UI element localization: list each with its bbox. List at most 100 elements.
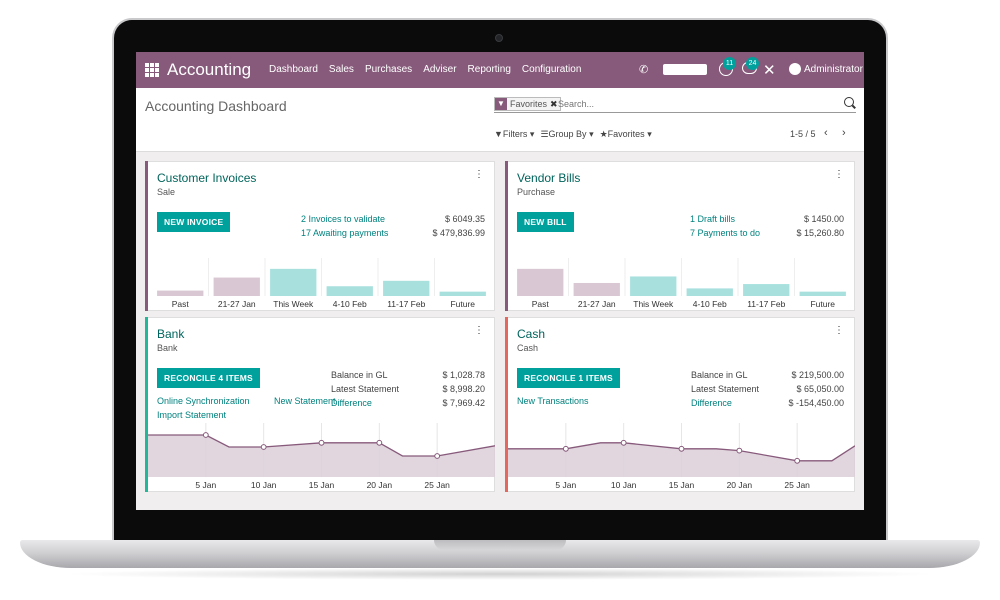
app-brand[interactable]: Accounting: [167, 60, 252, 79]
import-statement-link[interactable]: Import Statement: [157, 410, 227, 420]
user-avatar-icon[interactable]: [789, 63, 801, 75]
balance-label: Balance in GL: [331, 370, 388, 380]
kebab-menu-icon[interactable]: ⋮: [834, 325, 844, 336]
menu-sales[interactable]: Sales: [328, 64, 354, 75]
online-sync-link[interactable]: Online Synchronization: [157, 396, 250, 406]
kebab-menu-icon[interactable]: ⋮: [474, 169, 484, 180]
card-accent: [505, 161, 508, 311]
apps-grid-icon[interactable]: [145, 63, 159, 77]
menu-dashboard[interactable]: Dashboard: [269, 64, 318, 75]
chart-svg: Past 21-27 Jan This Week 4-10 Feb 11-17 Feb F…: [157, 258, 486, 309]
close-icon[interactable]: ✕: [763, 62, 776, 79]
payments-to-do-link[interactable]: 7 Payments to do: [690, 228, 761, 238]
top-navbar: Accounting Dashboard Sales Purchases Adv…: [136, 52, 864, 88]
difference-link[interactable]: Difference: [331, 398, 372, 408]
card-title[interactable]: Bank: [157, 327, 185, 341]
pager-value[interactable]: 1-5 / 5: [790, 129, 816, 139]
card-title[interactable]: Vendor Bills: [517, 171, 581, 185]
x-tick-label: 5 Jan: [195, 480, 216, 490]
activity-badge: 11: [723, 57, 736, 70]
phone-icon[interactable]: ✆: [639, 64, 649, 76]
kebab-menu-icon[interactable]: ⋮: [834, 169, 844, 180]
area-chart: 5 Jan 10 Jan 15 Jan 20 Jan 25 Jan: [508, 423, 856, 491]
x-tick-label: 4-10 Feb: [693, 299, 727, 309]
data-point: [376, 439, 383, 446]
awaiting-payments-link[interactable]: 17 Awaiting payments: [301, 228, 389, 238]
data-point: [202, 432, 209, 438]
bar-mark: [383, 280, 430, 296]
statement-amount: $ 8,998.20: [442, 384, 485, 394]
card-title[interactable]: Cash: [517, 327, 546, 341]
balance-label: Balance in GL: [691, 370, 748, 380]
amount-draft: $ 1450.00: [803, 214, 844, 224]
filter-icon: ▼: [495, 98, 507, 110]
filters-dropdown[interactable]: ▼Filters ▾: [494, 129, 535, 139]
menu-adviser[interactable]: Adviser: [423, 64, 457, 75]
data-point: [318, 439, 325, 446]
x-tick-label: 21-27 Jan: [218, 299, 256, 309]
reconcile-button[interactable]: RECONCILE 4 ITEMS: [157, 368, 260, 388]
search-box: ▼ Favorites ✖: [494, 96, 856, 113]
facet-remove-icon[interactable]: ✖: [550, 98, 558, 109]
pager-previous-icon[interactable]: ‹: [824, 127, 828, 139]
x-tick-label: 11-17 Feb: [387, 299, 425, 309]
main-menu: Dashboard Sales Purchases Adviser Report…: [269, 64, 581, 75]
amount-awaiting: $ 479,836.99: [432, 228, 485, 238]
amount-payments: $ 15,260.80: [796, 228, 844, 238]
bar-mark: [326, 286, 373, 296]
bar-mark: [157, 290, 204, 296]
draft-bills-link[interactable]: 1 Draft bills: [690, 214, 736, 224]
new-transactions-link[interactable]: New Transactions: [517, 396, 589, 406]
user-menu[interactable]: Administrator: [804, 64, 863, 75]
data-point: [736, 447, 743, 454]
laptop-shadow: [60, 568, 940, 580]
menu-reporting[interactable]: Reporting: [467, 64, 511, 75]
card-title[interactable]: Customer Invoices: [157, 171, 257, 185]
invoices-to-validate-link[interactable]: 2 Invoices to validate: [301, 214, 386, 224]
groupby-dropdown[interactable]: ☰Group By ▾: [540, 129, 594, 139]
amount-to-validate: $ 6049.35: [444, 214, 485, 224]
new-statement-link[interactable]: New Statement: [274, 396, 336, 406]
bar-chart: Past 21-27 Jan This Week 4-10 Feb 11-17 Feb F…: [508, 258, 855, 310]
bar-mark: [686, 288, 733, 296]
x-tick-label: 20 Jan: [727, 480, 753, 490]
menu-purchases[interactable]: Purchases: [364, 64, 413, 75]
new-invoice-button[interactable]: NEW INVOICE: [157, 212, 231, 232]
series-line: [148, 434, 496, 457]
new-bill-button[interactable]: NEW BILL: [517, 212, 574, 232]
chart-svg: 5 Jan 10 Jan 15 Jan 20 Jan 25 Jan: [508, 423, 856, 490]
difference-link[interactable]: Difference: [691, 398, 732, 408]
facet-label: Favorites: [510, 99, 548, 109]
star-icon: ★: [599, 129, 608, 139]
data-point: [794, 457, 801, 464]
bar-chart: Past 21-27 Jan This Week 4-10 Feb 11-17 Feb F…: [148, 258, 495, 310]
chart-svg: 5 Jan 10 Jan 15 Jan 20 Jan 25 Jan: [148, 423, 496, 490]
x-tick-label: 25 Jan: [784, 480, 810, 490]
bar-mark: [630, 276, 677, 296]
kebab-menu-icon[interactable]: ⋮: [474, 325, 484, 336]
data-point: [678, 445, 685, 452]
menu-configuration[interactable]: Configuration: [521, 64, 582, 75]
bar-mark: [439, 291, 486, 296]
bar-mark: [799, 291, 846, 296]
data-point: [260, 444, 267, 450]
x-tick-label: 25 Jan: [424, 480, 450, 490]
reconcile-button[interactable]: RECONCILE 1 ITEMS: [517, 368, 620, 388]
difference-amount: $ -154,450.00: [788, 398, 844, 408]
chart-svg: Past 21-27 Jan This Week 4-10 Feb 11-17 Feb F…: [517, 258, 846, 309]
difference-amount: $ 7,969.42: [442, 398, 485, 408]
x-tick-label: 5 Jan: [555, 480, 576, 490]
list-icon: ☰: [540, 129, 549, 139]
systray-widget[interactable]: [663, 64, 707, 75]
search-facet[interactable]: ▼ Favorites ✖: [494, 97, 561, 111]
journal-card-bank: Bank Bank ⋮ RECONCILE 4 ITEMS Online Syn…: [145, 317, 496, 492]
card-subtitle: Purchase: [517, 187, 556, 197]
area-fill: [148, 435, 495, 477]
pager-next-icon[interactable]: ›: [842, 127, 846, 139]
series-line: [508, 442, 856, 462]
x-tick-label: Past: [172, 299, 190, 309]
search-icon[interactable]: [844, 97, 854, 107]
screen: Accounting Dashboard Sales Purchases Adv…: [136, 52, 864, 510]
search-input[interactable]: [558, 97, 828, 111]
favorites-dropdown[interactable]: ★Favorites ▾: [599, 129, 652, 139]
